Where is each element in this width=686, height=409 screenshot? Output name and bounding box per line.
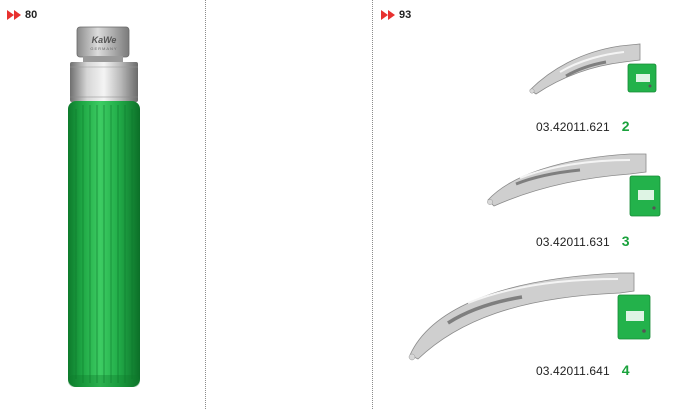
order-number: 03.42011.641: [536, 364, 610, 378]
laryngoscope-blade-image: [480, 150, 670, 231]
brand-subtitle: GERMANY: [90, 46, 118, 51]
order-number: 03.42011.621: [536, 120, 610, 134]
blade-order-row: 03.42011.621 2: [536, 118, 630, 134]
laryngoscope-blade-image: [398, 265, 670, 370]
blade-size: 3: [621, 233, 630, 249]
blade-size: 4: [621, 362, 630, 378]
page-ref-right[interactable]: 93: [381, 9, 411, 21]
blade-order-row: 03.42011.631 3: [536, 233, 630, 249]
double-arrow-icon: [381, 10, 395, 20]
column-divider: [205, 0, 206, 409]
blade-size: 2: [621, 118, 630, 134]
page-ref-number: 80: [25, 9, 38, 21]
page-ref-number: 93: [399, 9, 412, 21]
double-arrow-icon: [7, 10, 21, 20]
blade-order-row: 03.42011.641 4: [536, 362, 630, 378]
laryngoscope-handle-image: KaWe GERMANY: [58, 25, 150, 391]
page-ref-left[interactable]: 80: [7, 9, 37, 21]
laryngoscope-blade-image: [520, 38, 670, 109]
brand-logo: KaWe: [91, 35, 117, 45]
column-divider: [372, 0, 373, 409]
order-number: 03.42011.631: [536, 235, 610, 249]
